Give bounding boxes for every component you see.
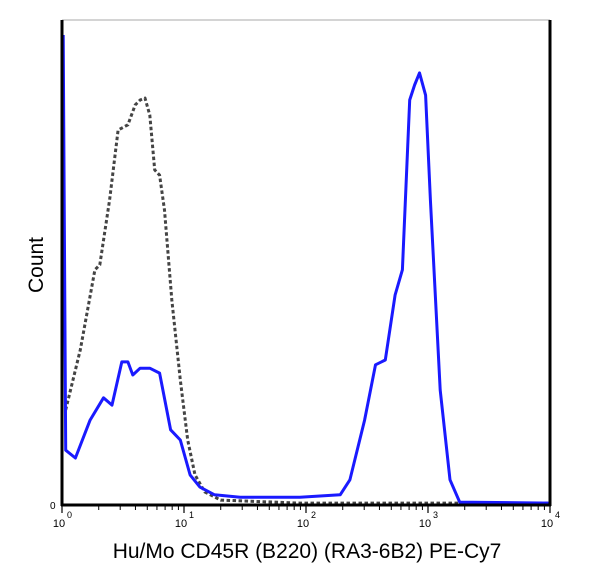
x-axis-label: Hu/Mo CD45R (B220) (RA3-6B2) PE-Cy7 (113, 540, 502, 563)
y-tick-label: 0 (50, 501, 56, 512)
x-tick-label: 10 (541, 518, 553, 530)
x-tick-exponent: 2 (311, 510, 316, 520)
x-tick-exponent: 4 (555, 510, 560, 520)
x-tick-label: 10 (175, 518, 187, 530)
x-tick-label: 10 (53, 518, 65, 530)
x-tick-exponent: 3 (433, 510, 438, 520)
y-axis-label: Count (25, 237, 48, 293)
series-line-stained (61, 34, 551, 505)
x-tick-exponent: 0 (67, 510, 72, 520)
series-line-isotype (64, 96, 550, 505)
x-tick-label: 10 (419, 518, 431, 530)
x-tick-label: 10 (297, 518, 309, 530)
x-tick-exponent: 1 (189, 510, 194, 520)
